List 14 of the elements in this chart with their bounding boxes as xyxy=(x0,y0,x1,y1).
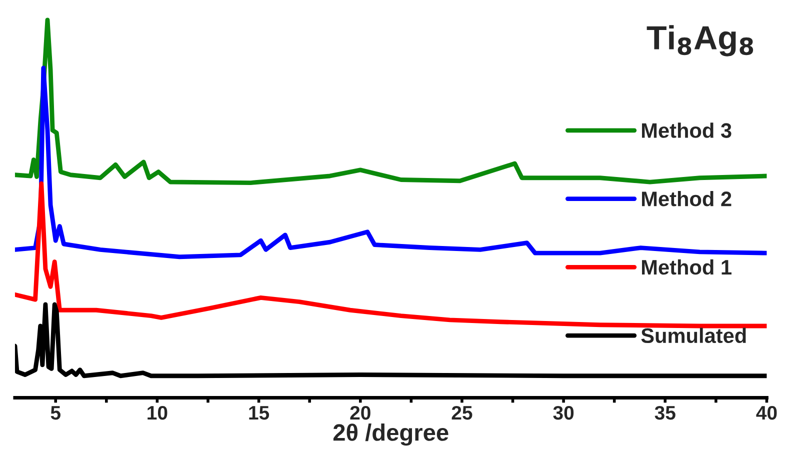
x-tick-label: 40 xyxy=(756,406,777,420)
x-axis-title: 2θ /degree xyxy=(333,424,448,446)
annotation: Ti$_{8}$Ag$_{8}$ xyxy=(646,25,754,56)
x-tick-label: 30 xyxy=(553,406,574,420)
x-tick-label: 25 xyxy=(452,406,472,420)
legend-label: Sumulated xyxy=(641,328,746,344)
x-tick-label: 20 xyxy=(350,406,370,420)
x-tick-label: 35 xyxy=(654,406,676,420)
legend-label: Method 3 xyxy=(642,122,732,138)
x-tick-label: 15 xyxy=(249,406,270,420)
x-tick-label: 10 xyxy=(148,406,168,420)
legend-label: Method 2 xyxy=(642,190,732,206)
legend-label: Method 1 xyxy=(642,259,732,275)
x-tick-label: 5 xyxy=(50,406,60,420)
